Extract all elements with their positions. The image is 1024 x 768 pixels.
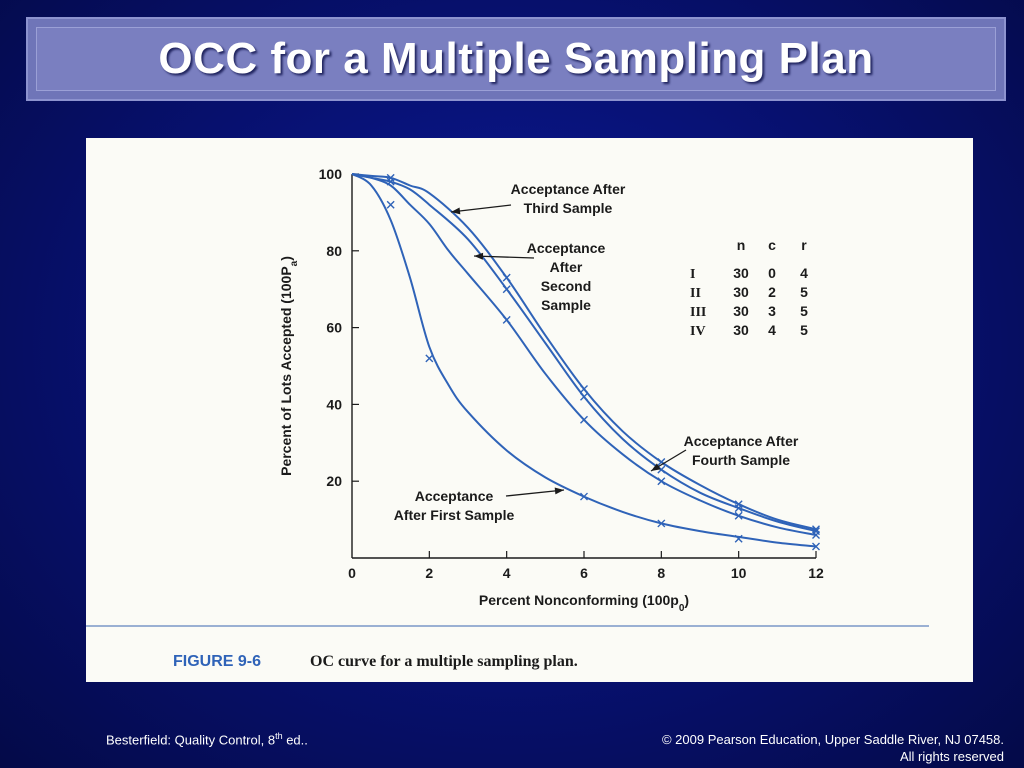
figure-caption-label: FIGURE 9-6	[173, 653, 261, 670]
y-tick-label: 60	[326, 320, 342, 336]
x-tick-label: 0	[348, 565, 356, 581]
x-tick-label: 12	[808, 565, 824, 581]
plan-table-cell: 30	[733, 284, 749, 300]
curve-annotation-4: Acceptance After First Sample	[394, 487, 565, 523]
plan-table-cell: 3	[768, 303, 776, 319]
plan-table-cell: 0	[768, 265, 776, 281]
curve-point-marker-series-1	[657, 519, 666, 528]
annotation-text-line: Acceptance	[527, 240, 606, 256]
curve-point-marker-series-4	[502, 273, 511, 282]
x-tick-label: 8	[657, 565, 665, 581]
plan-table-cell: 5	[800, 303, 808, 319]
y-tick-label: 80	[326, 243, 342, 259]
x-tick-label: 10	[731, 565, 747, 581]
annotation-arrow-line	[450, 204, 512, 213]
figure-caption-text: OC curve for a multiple sampling plan.	[310, 653, 578, 670]
y-tick-label: 40	[326, 396, 342, 412]
slide-title: OCC for a Multiple Sampling Plan	[158, 34, 874, 83]
sampling-plan-table: n c r I 30 0 4 II 30 2 5 III 30 3 5 IV 30 4 5	[690, 237, 808, 339]
plan-table-cell: 5	[800, 322, 808, 338]
annotation-arrow-head	[651, 463, 661, 471]
curve-point-marker-series-3	[580, 392, 588, 401]
x-tick-label: 4	[503, 565, 511, 581]
annotation-arrow-line	[473, 255, 535, 259]
x-tick-label: 6	[580, 565, 588, 581]
curve-point-marker-series-1	[812, 542, 820, 551]
annotation-arrow-head	[554, 487, 564, 495]
curve-point-marker-series-4	[580, 385, 588, 394]
annotation-text-line: Acceptance	[415, 488, 494, 504]
plan-table-cell: 4	[768, 322, 776, 338]
y-axis-title-sub: a	[289, 260, 300, 266]
curve-point-marker-series-3	[502, 285, 511, 294]
annotation-text-line: Sample	[541, 297, 591, 313]
curve-point-marker-series-1	[580, 492, 588, 501]
plan-table-header: r	[801, 237, 807, 253]
curve-point-marker-series-4	[386, 173, 395, 182]
x-axis-title: Percent Nonconforming (100p0)	[479, 592, 689, 614]
x-tick-label: 2	[425, 565, 433, 581]
annotation-text-line: Acceptance After	[511, 181, 626, 197]
annotation-text-line: Third Sample	[524, 200, 613, 216]
annotation-text-line: After	[550, 259, 583, 275]
curve-point-marker-series-2	[580, 415, 588, 424]
figure-panel: 0 2 4 6 8 10 12 20 40 60 80 100 Percent Nonconformin…	[86, 138, 973, 682]
plan-table-row-label: II	[690, 286, 701, 301]
oc-curve-series-2	[351, 173, 817, 536]
plan-table-row-label: I	[690, 267, 695, 282]
plan-table-row-label: III	[690, 305, 706, 320]
annotation-arrow-head	[474, 252, 484, 260]
plan-table-cell: 30	[733, 322, 749, 338]
oc-curve-series-4	[351, 173, 817, 531]
curve-annotation-2: Acceptance After Second Sample	[473, 240, 606, 313]
curve-point-marker-series-4	[812, 525, 820, 534]
curve-point-marker-series-2	[812, 530, 820, 539]
footer-right-line2: All rights reserved	[899, 749, 1004, 764]
curve-point-marker-series-4	[657, 458, 666, 466]
footer-left-main: Besterfield: Quality Control, 8	[106, 732, 276, 748]
footer-left-end: ed..	[282, 732, 308, 748]
annotation-arrow-head	[451, 207, 461, 215]
plan-table-cell: 30	[733, 265, 749, 281]
curve-point-marker-series-2	[386, 200, 395, 209]
plan-table-header: c	[768, 237, 776, 253]
oc-curve-series-1	[351, 173, 817, 548]
y-tick-label: 20	[326, 473, 342, 489]
footer-left-sup: th	[275, 731, 283, 741]
curve-annotation-1: Acceptance After Third Sample	[450, 181, 626, 216]
plan-table-cell: 5	[800, 284, 808, 300]
plan-table-cell: 4	[800, 265, 808, 281]
footer-right: © 2009 Pearson Education, Upper Saddle R…	[662, 731, 1004, 765]
annotation-arrow-line	[505, 489, 565, 497]
title-inner: OCC for a Multiple Sampling Plan	[36, 27, 996, 91]
plan-table-row-label: IV	[690, 324, 706, 339]
annotation-text-line: Acceptance After	[684, 433, 799, 449]
plan-table-cell: 30	[733, 303, 749, 319]
plan-table-cell: 2	[768, 284, 776, 300]
footer-left: Besterfield: Quality Control, 8th ed..	[106, 731, 308, 747]
y-axis-title: Percent of Lots Accepted (100Pa)	[278, 256, 300, 476]
plan-table-header: n	[737, 237, 746, 253]
annotation-text-line: Fourth Sample	[692, 452, 790, 468]
curve-point-marker-series-1	[734, 534, 743, 543]
curve-point-marker-series-2	[734, 511, 743, 520]
curve-point-marker-series-2	[657, 477, 666, 486]
oc-curve-series-3	[351, 173, 817, 533]
y-axis-title-end: )	[278, 256, 294, 261]
y-tick-label: 100	[319, 166, 343, 182]
curve-annotation-3: Acceptance After Fourth Sample	[650, 433, 799, 472]
footer-right-line1: © 2009 Pearson Education, Upper Saddle R…	[661, 732, 1004, 747]
x-axis-title-sub: 0	[679, 603, 685, 614]
curve-point-marker-series-4	[734, 500, 743, 509]
curve-point-marker-series-1	[425, 354, 434, 363]
annotation-text-line: After First Sample	[394, 507, 515, 523]
curve-point-marker-series-2	[502, 315, 511, 324]
title-bar: OCC for a Multiple Sampling Plan	[26, 17, 1006, 101]
annotation-text-line: Second	[541, 278, 592, 294]
x-axis-title-end: )	[684, 592, 689, 608]
